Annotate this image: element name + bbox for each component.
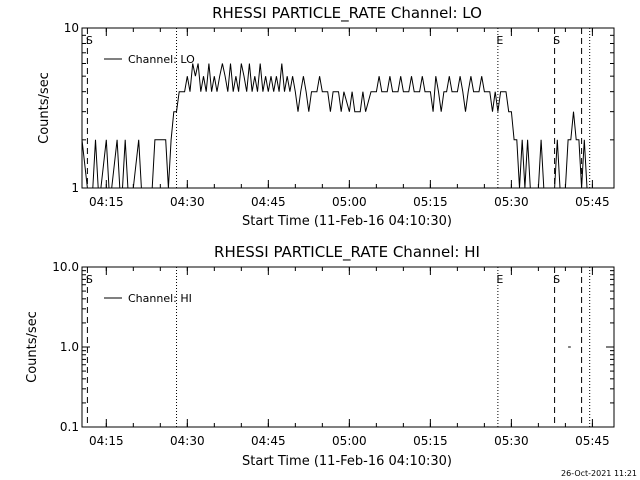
event-marker-label: S bbox=[553, 273, 560, 286]
x-axis-label-lo: Start Time (11-Feb-16 04:10:30) bbox=[242, 214, 452, 229]
x-tick-label: 05:15 bbox=[413, 195, 448, 209]
x-axis-ticks-lo: 04:15 04:30 04:45 05:00 05:15 05:30 05:45 bbox=[89, 28, 610, 209]
x-axis-label-hi: Start Time (11-Feb-16 04:10:30) bbox=[242, 454, 452, 469]
legend-label-hi: Channel: HI bbox=[128, 292, 192, 305]
panel-lo: RHESSI PARTICLE_RATE Channel: LO S E S 04:… bbox=[37, 4, 615, 229]
event-marker-label: S bbox=[553, 34, 560, 47]
y-axis-ticks-hi: 0.1 1.0 10.0 bbox=[52, 260, 614, 434]
x-tick-label: 04:15 bbox=[89, 195, 124, 209]
x-tick-label: 04:30 bbox=[170, 195, 205, 209]
series-lines-lo bbox=[81, 63, 590, 189]
x-tick-label: 05:30 bbox=[494, 195, 529, 209]
event-marker-label: E bbox=[496, 34, 503, 47]
x-tick-label: 05:00 bbox=[332, 434, 367, 448]
chart-title-lo: RHESSI PARTICLE_RATE Channel: LO bbox=[212, 4, 482, 23]
plot-frame-lo bbox=[81, 27, 615, 189]
y-axis-ticks-lo: 1 10 bbox=[64, 21, 614, 195]
chart-title-hi: RHESSI PARTICLE_RATE Channel: HI bbox=[214, 243, 480, 262]
timestamp-footer: 26-Oct-2021 11:21 bbox=[561, 469, 637, 478]
event-marker-label: S bbox=[86, 273, 93, 286]
x-tick-label: 05:00 bbox=[332, 195, 367, 209]
panel-hi: RHESSI PARTICLE_RATE Channel: HI S E S 04:… bbox=[25, 243, 615, 469]
y-tick-label: 1 bbox=[71, 181, 79, 195]
y-axis-label-lo: Counts/sec bbox=[37, 72, 52, 144]
y-tick-label: 10.0 bbox=[52, 260, 79, 274]
event-marker-label: S bbox=[86, 34, 93, 47]
x-tick-label: 04:30 bbox=[170, 434, 205, 448]
legend-label-lo: Channel: LO bbox=[128, 53, 195, 66]
x-tick-label: 05:45 bbox=[575, 195, 610, 209]
y-tick-label: 10 bbox=[64, 21, 79, 35]
y-tick-label: 1.0 bbox=[60, 340, 79, 354]
y-axis-label-hi: Counts/sec bbox=[25, 311, 40, 383]
x-tick-label: 04:45 bbox=[251, 195, 286, 209]
series-line bbox=[81, 63, 590, 189]
event-marker-label: E bbox=[496, 273, 503, 286]
x-tick-label: 04:15 bbox=[89, 434, 124, 448]
x-tick-label: 05:45 bbox=[575, 434, 610, 448]
x-axis-ticks-hi: 04:15 04:30 04:45 05:00 05:15 05:30 05:45 bbox=[89, 267, 610, 448]
x-tick-label: 05:30 bbox=[494, 434, 529, 448]
y-tick-label: 0.1 bbox=[60, 420, 79, 434]
x-tick-label: 05:15 bbox=[413, 434, 448, 448]
x-tick-label: 04:45 bbox=[251, 434, 286, 448]
